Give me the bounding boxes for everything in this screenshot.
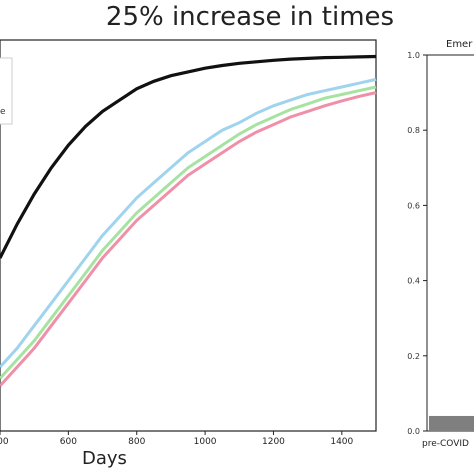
y-tick-label-4: 0.8 [407,126,420,135]
bar-1 [429,415,474,431]
y-tick-label-5: 1.0 [407,51,420,60]
series-line-2 [0,77,377,369]
chart-title: 25% increase in times [105,2,395,32]
legend-box [0,57,13,125]
y-tick-label-0: 0.0 [407,427,420,436]
bar-category-label: pre-COVID [422,439,469,449]
x-tick-label-1200: 1200 [262,437,285,447]
x-ticks-group: 400 600 800 1000 1200 1400 [0,431,354,447]
series-line-1 [0,54,377,259]
y-tick-label-3: 0.6 [407,201,420,210]
x-tick-label-400: 400 [0,437,9,447]
x-tick-label-1400: 1400 [330,437,353,447]
legend-text: e [0,107,6,117]
y-tick-label-1: 0.2 [407,352,420,361]
x-tick-label-600: 600 [60,437,77,447]
series-line-3 [0,85,377,380]
bar-plot-title: Emer [446,39,473,50]
x-tick-label-1000: 1000 [194,437,217,447]
line-series-group [0,54,377,387]
x-tick-label-800: 800 [128,437,145,447]
main-plot-frame [0,39,377,432]
series-line-4 [0,91,377,387]
bar-plot-frame [426,54,474,432]
x-axis-label: Days [82,448,127,469]
bar-series-group [429,415,474,431]
y-tick-label-2: 0.4 [407,277,420,286]
y-ticks-group: 0.0 0.2 0.4 0.6 0.8 1.0 [407,51,427,436]
